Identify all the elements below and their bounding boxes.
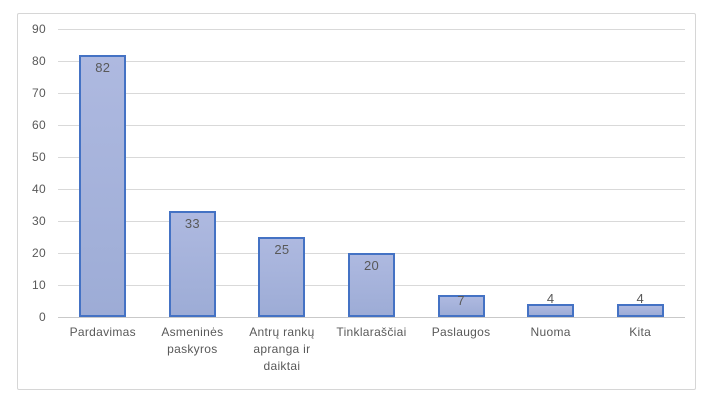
y-tick-label: 40 — [32, 182, 46, 196]
bar-value-label: 4 — [546, 291, 555, 307]
bar — [79, 54, 127, 317]
category-label: Pardavimas — [69, 325, 136, 339]
bar — [348, 253, 395, 317]
bar — [437, 294, 485, 317]
y-tick-label: 90 — [32, 22, 46, 36]
y-tick-label: 0 — [39, 310, 46, 324]
bar — [527, 304, 575, 317]
bar-value-label: 4 — [636, 291, 644, 307]
x-axis-line — [58, 317, 685, 318]
gridline — [58, 29, 685, 30]
bar-value-label: 7 — [457, 292, 465, 308]
y-tick-label: 60 — [32, 118, 46, 132]
bar-value-label: 33 — [184, 216, 200, 232]
bar-value-label: 25 — [274, 242, 290, 257]
category-label: Nuoma — [530, 325, 571, 339]
bar — [168, 211, 216, 317]
gridline — [58, 221, 685, 222]
chart-frame: 0 10 20 30 40 50 60 70 80 90 82 33 25 20 7 4 4 Pardavim… — [17, 13, 696, 390]
y-tick-label: 50 — [32, 150, 46, 164]
y-tick-label: 70 — [32, 86, 46, 100]
gridline — [58, 61, 685, 62]
category-label: Tinklaraščiai — [336, 325, 407, 339]
gridline — [58, 157, 685, 158]
y-tick-label: 20 — [32, 246, 46, 260]
bar-value-label: 82 — [95, 59, 111, 75]
category-label: Antrų rankų apranga ir daiktai — [249, 325, 315, 373]
bar-value-label: 20 — [363, 258, 380, 273]
gridline — [58, 125, 685, 126]
gridline — [58, 189, 685, 190]
gridline — [58, 93, 685, 94]
bar — [258, 237, 306, 317]
category-label: Kita — [629, 325, 652, 339]
y-tick-label: 10 — [32, 278, 46, 292]
y-tick-label: 80 — [32, 54, 46, 68]
category-label: Paslaugos — [431, 325, 491, 339]
bar — [616, 304, 664, 317]
category-label: Asmeninės paskyros — [161, 325, 224, 356]
y-tick-label: 30 — [32, 214, 46, 228]
